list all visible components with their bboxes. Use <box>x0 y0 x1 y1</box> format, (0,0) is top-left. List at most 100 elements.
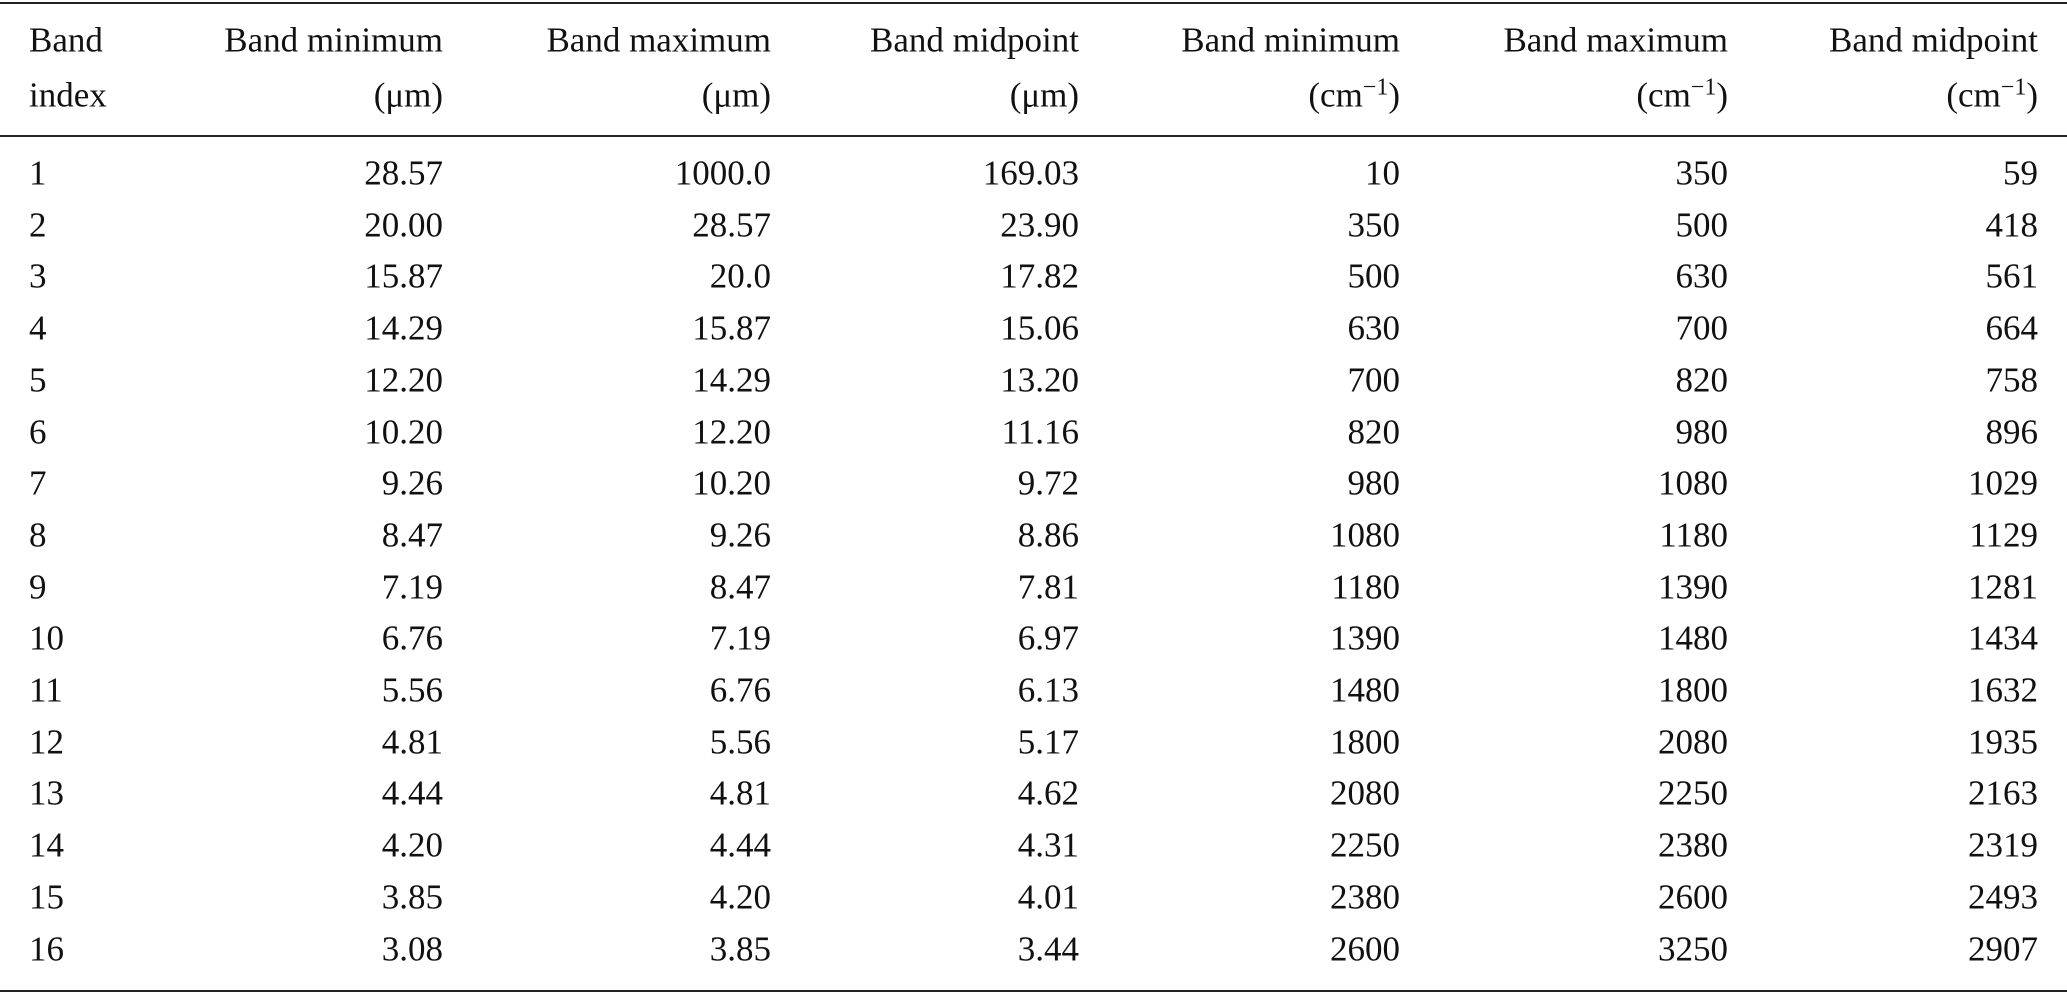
unit-text: (cm <box>1636 75 1691 115</box>
table-cell: 2907 <box>1968 929 2038 968</box>
table-cell: 630 <box>1347 308 1401 348</box>
table-cell: 20.00 <box>364 205 443 245</box>
header-line: Band minimum <box>1181 20 1400 60</box>
table-cell: 1080 <box>1658 463 1728 503</box>
header-unit: (cm−1) <box>1946 74 2038 115</box>
table-cell: 980 <box>1347 463 1401 503</box>
table-cell: 350 <box>1675 153 1729 193</box>
table-cell: 4.01 <box>1017 877 1079 917</box>
header-line: Band <box>29 20 103 60</box>
table-cell: 1434 <box>1968 618 2038 658</box>
table-cell: 12.20 <box>364 360 443 400</box>
band-index: 6 <box>29 412 47 451</box>
header-rule <box>0 135 2067 137</box>
band-index: 10 <box>29 618 64 658</box>
top-rule <box>0 2 2067 4</box>
table-cell: 9.72 <box>1017 463 1079 503</box>
header-unit: index <box>29 78 107 113</box>
table-cell: 2250 <box>1330 825 1400 865</box>
table-cell: 630 <box>1675 256 1729 296</box>
table-cell: 1480 <box>1658 618 1728 658</box>
table-cell: 3.85 <box>709 929 771 968</box>
band-index: 14 <box>29 825 64 865</box>
table-cell: 896 <box>1985 412 2039 451</box>
table-cell: 8.47 <box>381 515 443 555</box>
table-cell: 4.44 <box>381 773 443 813</box>
unit-text: (μm) <box>701 75 771 115</box>
table-cell: 8.86 <box>1017 515 1079 555</box>
table-cell: 1390 <box>1330 618 1400 658</box>
table-cell: 20.0 <box>709 256 771 296</box>
table-cell: 7.81 <box>1017 567 1079 607</box>
table-cell: 5.17 <box>1017 722 1079 762</box>
table-cell: 28.57 <box>364 153 443 193</box>
table-cell: 820 <box>1347 412 1401 451</box>
header-unit: (μm) <box>374 78 443 113</box>
table-cell: 4.81 <box>709 773 771 813</box>
table-cell: 4.62 <box>1017 773 1079 813</box>
table-cell: 5.56 <box>381 670 443 710</box>
table-cell: 3250 <box>1658 929 1728 968</box>
table-cell: 59 <box>2003 153 2038 193</box>
unit-text: index <box>29 75 107 115</box>
table-cell: 1180 <box>1331 567 1400 607</box>
table-cell: 1390 <box>1658 567 1728 607</box>
unit-text: (μm) <box>1009 75 1079 115</box>
band-index: 12 <box>29 722 64 762</box>
table-cell: 6.13 <box>1017 670 1079 710</box>
band-index: 15 <box>29 877 64 917</box>
unit-exponent: −1 <box>1362 74 1389 101</box>
table-cell: 2080 <box>1330 773 1400 813</box>
table-cell: 9.26 <box>381 463 443 503</box>
header-line: Band midpoint <box>869 20 1079 60</box>
table-cell: 2080 <box>1658 722 1728 762</box>
table-cell: 3.08 <box>381 929 443 968</box>
table-cell: 1800 <box>1658 670 1728 710</box>
table-cell: 1632 <box>1968 670 2038 710</box>
unit-text: (cm <box>1308 75 1363 115</box>
table-cell: 8.47 <box>709 567 771 607</box>
table-cell: 15.06 <box>1000 308 1079 348</box>
table-cell: 561 <box>1985 256 2039 296</box>
table-cell: 23.90 <box>1000 205 1079 245</box>
table-cell: 418 <box>1985 205 2039 245</box>
band-index: 16 <box>29 929 64 968</box>
table-cell: 1281 <box>1968 567 2038 607</box>
band-index: 9 <box>29 567 47 607</box>
table-cell: 700 <box>1675 308 1729 348</box>
table-cell: 1480 <box>1330 670 1400 710</box>
header-line: Band midpoint <box>1828 20 2038 60</box>
table-cell: 1129 <box>1969 515 2038 555</box>
band-index: 2 <box>29 205 47 245</box>
table-cell: 3.85 <box>381 877 443 917</box>
header-unit: (μm) <box>1010 78 1079 113</box>
table-cell: 6.76 <box>709 670 771 710</box>
table-cell: 1800 <box>1330 722 1400 762</box>
table-cell: 12.20 <box>692 412 771 451</box>
table-cell: 4.20 <box>381 825 443 865</box>
table-cell: 7.19 <box>381 567 443 607</box>
table-cell: 4.20 <box>709 877 771 917</box>
unit-text: (cm <box>1946 75 2001 115</box>
table-cell: 14.29 <box>692 360 771 400</box>
table-cell: 500 <box>1675 205 1729 245</box>
table-cell: 10 <box>1365 153 1400 193</box>
table-cell: 664 <box>1985 308 2039 348</box>
header-line: Band maximum <box>1503 20 1728 60</box>
table-cell: 700 <box>1347 360 1401 400</box>
header-line: Band minimum <box>224 20 443 60</box>
unit-close: ) <box>1716 75 1728 115</box>
table-cell: 1935 <box>1968 722 2038 762</box>
band-index: 11 <box>29 670 63 710</box>
band-index: 13 <box>29 773 64 813</box>
table-cell: 15.87 <box>692 308 771 348</box>
table-cell: 7.19 <box>709 618 771 658</box>
header-line: Band maximum <box>546 20 771 60</box>
table-cell: 17.82 <box>1000 256 1079 296</box>
table-cell: 10.20 <box>364 412 443 451</box>
unit-close: ) <box>1388 75 1400 115</box>
table-cell: 10.20 <box>692 463 771 503</box>
unit-exponent: −1 <box>2000 74 2027 101</box>
table-cell: 9.26 <box>709 515 771 555</box>
table-cell: 4.81 <box>381 722 443 762</box>
